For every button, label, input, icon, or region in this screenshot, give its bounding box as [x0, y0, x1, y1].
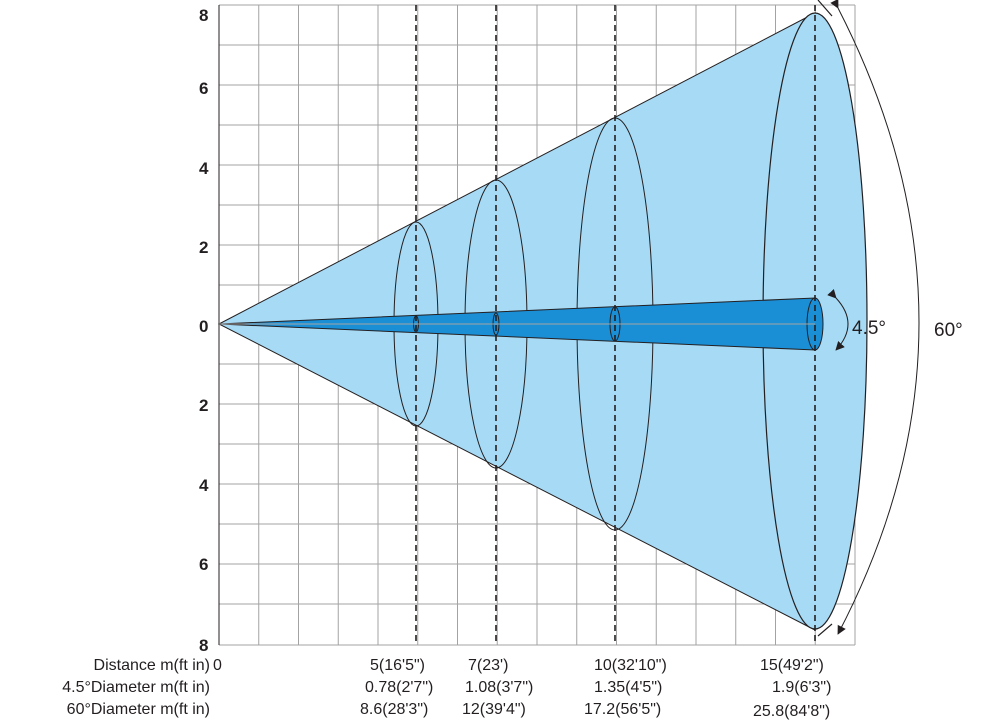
y-tick-label: 8 [199, 636, 208, 655]
y-tick-label: 4 [199, 476, 209, 495]
narrow-diameter-value: 1.9(6'3") [772, 679, 831, 696]
narrow-angle-arc [827, 288, 849, 351]
distance-value: 5(16'5") [370, 657, 425, 674]
y-tick-label: 6 [199, 555, 208, 574]
wide-angle-label: 60° [934, 320, 963, 341]
wide-arrow-tick-top [817, 0, 833, 17]
y-tick-label: 0 [199, 317, 208, 336]
wide-diameter-value: 25.8(84'8") [753, 703, 830, 720]
narrow-diameter-value: 1.08(3'7") [465, 679, 533, 696]
y-tick-label: 8 [199, 6, 208, 25]
row-label-wide-diameter: 60°Diameter m(ft in) [67, 701, 210, 718]
y-tick-label: 2 [199, 238, 208, 257]
row-label-distance: Distance m(ft in) [94, 657, 210, 674]
narrow-diameter-value: 0.78(2'7") [365, 679, 433, 696]
wide-arrow-tick-bottom [817, 623, 833, 637]
distance-value: 7(23') [468, 657, 508, 674]
y-tick-label: 6 [199, 79, 208, 98]
y-tick-label: 2 [199, 396, 208, 415]
beam-data-table: Distance m(ft in) 4.5°Diameter m(ft in) … [62, 657, 831, 720]
distance-origin: 0 [213, 657, 222, 674]
narrow-diameter-value: 1.35(4'5") [594, 679, 662, 696]
narrow-angle-label: 4.5° [852, 318, 886, 339]
row-label-narrow-diameter: 4.5°Diameter m(ft in) [62, 679, 210, 696]
y-axis-labels: 8 6 4 2 0 2 4 6 8 [199, 6, 209, 655]
distance-value: 15(49'2") [760, 657, 824, 674]
distance-value: 10(32'10") [594, 657, 667, 674]
y-tick-label: 4 [199, 159, 209, 178]
wide-diameter-value: 12(39'4") [462, 701, 526, 718]
wide-diameter-value: 17.2(56'5") [584, 701, 661, 718]
wide-diameter-value: 8.6(28'3") [360, 701, 428, 718]
wide-angle-arc [830, 0, 920, 635]
distance-markers [415, 5, 816, 645]
